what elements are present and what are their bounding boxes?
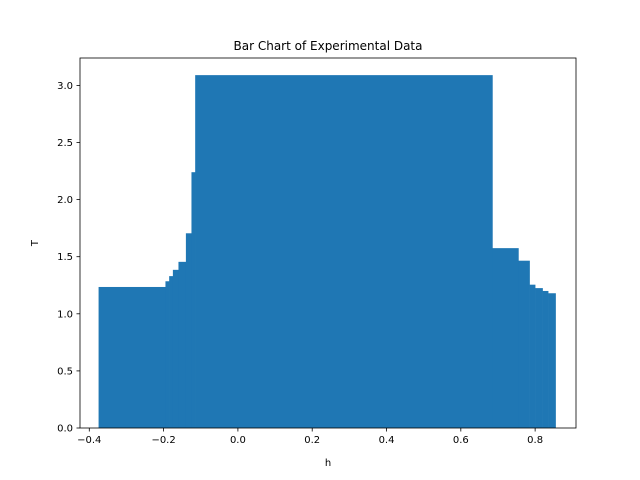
y-tick-label: 2.0 bbox=[57, 195, 73, 206]
bar-4 bbox=[178, 261, 187, 428]
x-axis-label: h bbox=[325, 458, 331, 469]
bar-8 bbox=[492, 248, 519, 428]
y-tick-label: 1.5 bbox=[57, 252, 73, 263]
bar-0 bbox=[98, 286, 166, 428]
bar-12 bbox=[542, 290, 549, 428]
x-tick-label: 0.0 bbox=[230, 435, 246, 446]
y-axis: 0.0 0.5 1.0 1.5 2.0 2.5 3.0 bbox=[57, 81, 80, 435]
y-tick-label: 3.0 bbox=[57, 81, 73, 92]
bar-13 bbox=[548, 293, 556, 428]
y-tick-label: 0.0 bbox=[57, 424, 73, 435]
x-axis: −0.4 −0.2 0.0 0.2 0.4 0.6 0.8 bbox=[77, 428, 543, 446]
bar-series bbox=[98, 75, 556, 428]
x-tick-label: 0.2 bbox=[304, 435, 320, 446]
y-axis-label: T bbox=[30, 239, 41, 247]
bar-6 bbox=[191, 172, 196, 428]
y-tick-label: 1.0 bbox=[57, 309, 73, 320]
bar-9 bbox=[518, 260, 530, 428]
x-tick-label: −0.4 bbox=[77, 435, 101, 446]
bar-10 bbox=[529, 284, 536, 428]
x-tick-label: 0.6 bbox=[453, 435, 469, 446]
bar-2 bbox=[169, 276, 174, 428]
bar-1 bbox=[165, 281, 170, 428]
axes-frame bbox=[79, 57, 577, 429]
bar-5 bbox=[185, 233, 192, 428]
bar-11 bbox=[535, 288, 543, 428]
y-tick-label: 0.5 bbox=[57, 366, 73, 377]
x-tick-label: 0.4 bbox=[379, 435, 395, 446]
chart-title: Bar Chart of Experimental Data bbox=[234, 39, 423, 53]
bar-3 bbox=[172, 269, 179, 428]
bar-7 bbox=[195, 75, 493, 428]
y-tick-label: 2.5 bbox=[57, 138, 73, 149]
x-tick-label: −0.2 bbox=[151, 435, 175, 446]
x-tick-label: 0.8 bbox=[527, 435, 543, 446]
